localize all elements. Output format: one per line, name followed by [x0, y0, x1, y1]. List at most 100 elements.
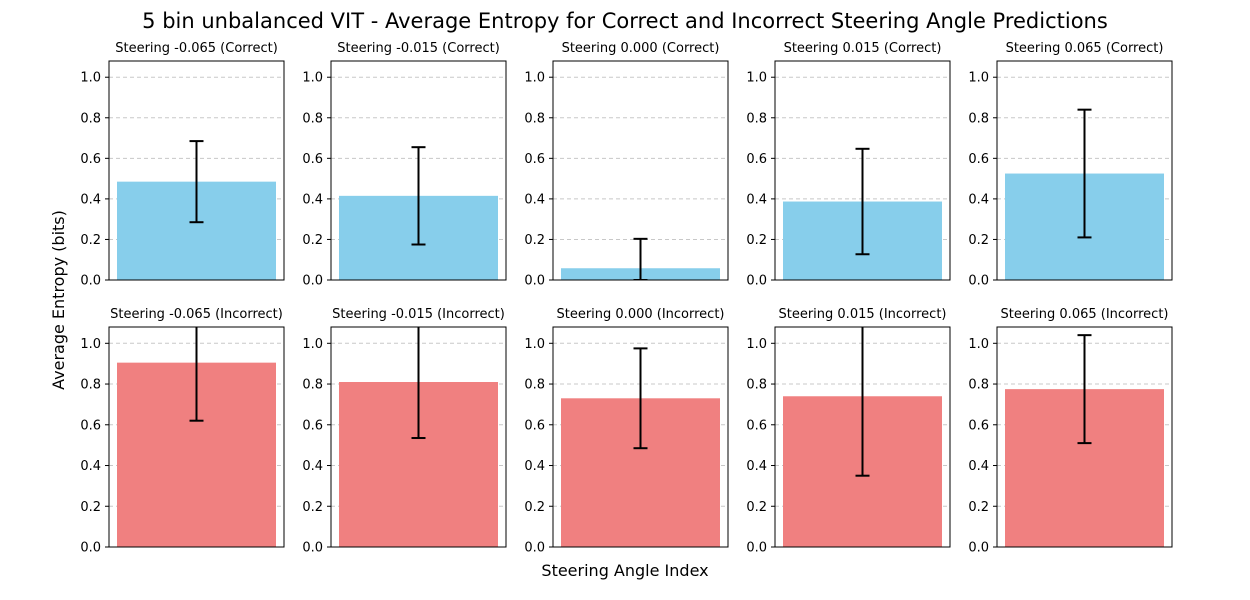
y-tick-label: 1.0 — [968, 71, 989, 86]
axes-frame — [996, 60, 1173, 281]
panel-title: Steering -0.015 (Incorrect) — [332, 307, 505, 322]
y-tick-label: 0.6 — [524, 418, 545, 433]
y-tick-label: 0.6 — [746, 418, 767, 433]
y-tick-label: 0.0 — [302, 541, 323, 556]
y-tick-label: 0.8 — [80, 378, 101, 393]
y-axis-label: Average Entropy (bits) — [49, 210, 68, 390]
y-tick-label: 0.6 — [302, 418, 323, 433]
error-bar — [411, 327, 426, 440]
y-tick-label: 1.0 — [746, 71, 767, 86]
panel: 0.0 0.2 0.4 0.6 0.8 1.0 Steering 0.015 (Correc… — [746, 41, 951, 289]
panel-title: Steering 0.000 (Incorrect) — [556, 307, 724, 322]
y-tick-label: 0.2 — [80, 233, 101, 248]
axes-frame — [996, 326, 1173, 548]
y-tick-label: 0.8 — [302, 378, 323, 393]
y-tick-label: 0.4 — [746, 192, 767, 207]
x-axis-label: Steering Angle Index — [541, 561, 708, 580]
error-bar — [189, 327, 204, 422]
y-tick-label: 0.6 — [524, 152, 545, 167]
y-tick-label: 0.0 — [302, 274, 323, 289]
y-tick-label: 0.4 — [524, 459, 545, 474]
axes-frame — [552, 60, 729, 281]
y-tick-label: 0.8 — [746, 378, 767, 393]
panel: 0.0 0.2 0.4 0.6 0.8 1.0 Steering 0.000 (Correc… — [524, 41, 729, 289]
error-bar — [855, 147, 870, 256]
y-tick-label: 0.4 — [746, 459, 767, 474]
y-tick-label: 0.0 — [746, 541, 767, 556]
error-bar — [1077, 334, 1092, 445]
y-tick-label: 0.0 — [746, 274, 767, 289]
y-tick-label: 0.8 — [524, 111, 545, 126]
panel-title: Steering 0.000 (Correct) — [562, 41, 720, 56]
y-tick-label: 0.6 — [80, 152, 101, 167]
y-tick-label: 0.4 — [302, 459, 323, 474]
y-tick-label: 0.4 — [302, 192, 323, 207]
axes-frame — [774, 326, 951, 548]
error-bar — [189, 140, 204, 224]
panels-group: 0.0 0.2 0.4 0.6 0.8 1.0 Steering -0.065 (Corre… — [80, 41, 1173, 556]
y-tick-label: 0.6 — [746, 152, 767, 167]
y-tick-label: 0.6 — [80, 418, 101, 433]
panel-title: Steering -0.065 (Incorrect) — [110, 307, 283, 322]
panel: 0.0 0.2 0.4 0.6 0.8 1.0 Steering 0.000 (Incorr… — [524, 307, 729, 556]
y-tick-label: 0.0 — [968, 541, 989, 556]
y-tick-label: 0.4 — [968, 192, 989, 207]
y-tick-label: 0.2 — [524, 500, 545, 515]
y-tick-label: 0.4 — [80, 192, 101, 207]
y-tick-label: 0.2 — [302, 233, 323, 248]
y-tick-label: 0.6 — [302, 152, 323, 167]
y-tick-label: 1.0 — [80, 337, 101, 352]
y-tick-label: 1.0 — [968, 337, 989, 352]
panel-title: Steering 0.015 (Correct) — [784, 41, 942, 56]
error-bar — [855, 327, 870, 477]
panel: 0.0 0.2 0.4 0.6 0.8 1.0 Steering -0.015 (Corre… — [302, 41, 507, 289]
axes-frame — [108, 60, 285, 281]
y-tick-label: 0.8 — [524, 378, 545, 393]
y-tick-label: 0.8 — [968, 378, 989, 393]
y-tick-label: 0.0 — [524, 274, 545, 289]
y-tick-label: 1.0 — [524, 337, 545, 352]
axes-frame — [552, 326, 729, 548]
panel: 0.0 0.2 0.4 0.6 0.8 1.0 Steering -0.015 (Incor… — [302, 307, 507, 556]
y-tick-label: 0.6 — [968, 152, 989, 167]
y-tick-label: 0.8 — [80, 111, 101, 126]
y-tick-label: 0.0 — [80, 274, 101, 289]
y-tick-label: 0.2 — [302, 500, 323, 515]
y-tick-label: 1.0 — [302, 71, 323, 86]
error-bar — [1077, 108, 1092, 239]
axes-frame — [330, 326, 507, 548]
y-tick-label: 0.8 — [968, 111, 989, 126]
y-tick-label: 0.6 — [968, 418, 989, 433]
y-tick-label: 0.4 — [968, 459, 989, 474]
panel: 0.0 0.2 0.4 0.6 0.8 1.0 Steering 0.065 (Incorr… — [968, 307, 1173, 556]
axes-frame — [108, 326, 285, 548]
y-tick-label: 0.0 — [524, 541, 545, 556]
y-tick-label: 1.0 — [524, 71, 545, 86]
y-tick-label: 0.0 — [968, 274, 989, 289]
y-tick-label: 0.8 — [746, 111, 767, 126]
panel: 0.0 0.2 0.4 0.6 0.8 1.0 Steering -0.065 (Corre… — [80, 41, 285, 289]
y-tick-label: 0.0 — [80, 541, 101, 556]
y-tick-label: 0.2 — [746, 233, 767, 248]
error-bar — [411, 146, 426, 246]
y-tick-label: 0.2 — [524, 233, 545, 248]
y-tick-label: 0.2 — [746, 500, 767, 515]
y-tick-label: 0.8 — [302, 111, 323, 126]
panel-title: Steering 0.015 (Incorrect) — [778, 307, 946, 322]
panel-title: Steering 0.065 (Incorrect) — [1000, 307, 1168, 322]
axes-frame — [330, 60, 507, 281]
panel: 0.0 0.2 0.4 0.6 0.8 1.0 Steering 0.015 (Incorr… — [746, 307, 951, 556]
error-bar — [633, 347, 648, 450]
panel: 0.0 0.2 0.4 0.6 0.8 1.0 Steering -0.065 (Incor… — [80, 307, 285, 556]
y-tick-label: 0.4 — [524, 192, 545, 207]
panel-title: Steering -0.065 (Correct) — [115, 41, 278, 56]
y-tick-label: 1.0 — [302, 337, 323, 352]
y-tick-label: 0.4 — [80, 459, 101, 474]
y-tick-label: 1.0 — [746, 337, 767, 352]
error-bar — [633, 237, 648, 280]
y-tick-label: 1.0 — [80, 71, 101, 86]
panel-title: Steering 0.065 (Correct) — [1006, 41, 1164, 56]
axes-frame — [774, 60, 951, 281]
panel: 0.0 0.2 0.4 0.6 0.8 1.0 Steering 0.065 (Correc… — [968, 41, 1173, 289]
